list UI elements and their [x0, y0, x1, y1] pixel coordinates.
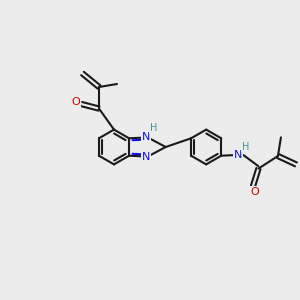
Text: N: N — [234, 150, 242, 160]
Text: N: N — [142, 152, 150, 162]
Text: O: O — [250, 187, 259, 197]
Text: H: H — [242, 142, 250, 152]
Text: N: N — [142, 132, 150, 142]
Text: H: H — [150, 123, 158, 133]
Text: O: O — [72, 97, 81, 107]
